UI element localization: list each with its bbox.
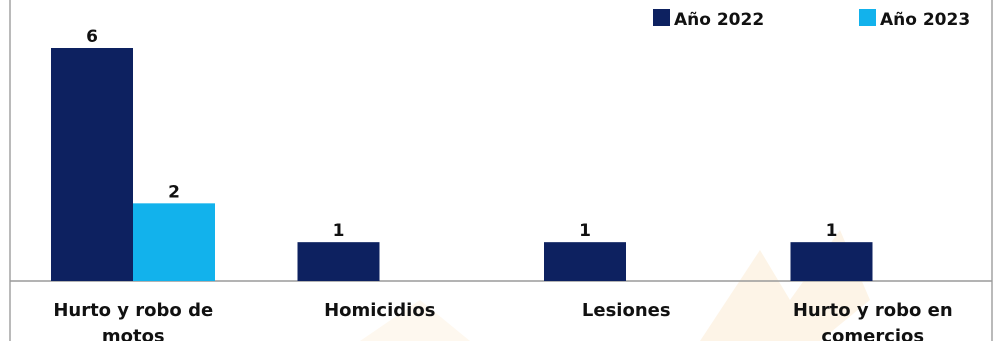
data-label: 2 xyxy=(168,182,180,202)
data-label: 1 xyxy=(579,221,591,241)
bar xyxy=(297,242,380,281)
legend-swatch xyxy=(859,9,876,26)
data-label: 1 xyxy=(333,221,345,241)
legend-swatch xyxy=(653,9,670,26)
x-tick-label: Hurto y robo de motos xyxy=(53,300,213,341)
legend: Año 2022 Año 2023 xyxy=(653,9,970,30)
data-label: 1 xyxy=(826,221,838,241)
x-tick-label: Homicidios xyxy=(324,300,435,321)
data-labels: 6 2 1 1 1 xyxy=(86,27,837,241)
bar xyxy=(133,203,215,281)
legend-label: Año 2023 xyxy=(880,10,970,30)
bars xyxy=(51,48,873,281)
bar xyxy=(790,242,873,281)
x-tick-label: Hurto y robo en comercios xyxy=(793,300,953,341)
x-axis: Hurto y robo de motos Homicidios Lesiones Hu… xyxy=(53,300,953,345)
x-tick-label: Lesiones xyxy=(582,300,671,321)
bar xyxy=(51,48,133,281)
bar xyxy=(544,242,626,281)
data-label: 6 xyxy=(86,27,98,47)
legend-label: Año 2022 xyxy=(674,10,764,30)
watermark-shape xyxy=(360,300,470,341)
